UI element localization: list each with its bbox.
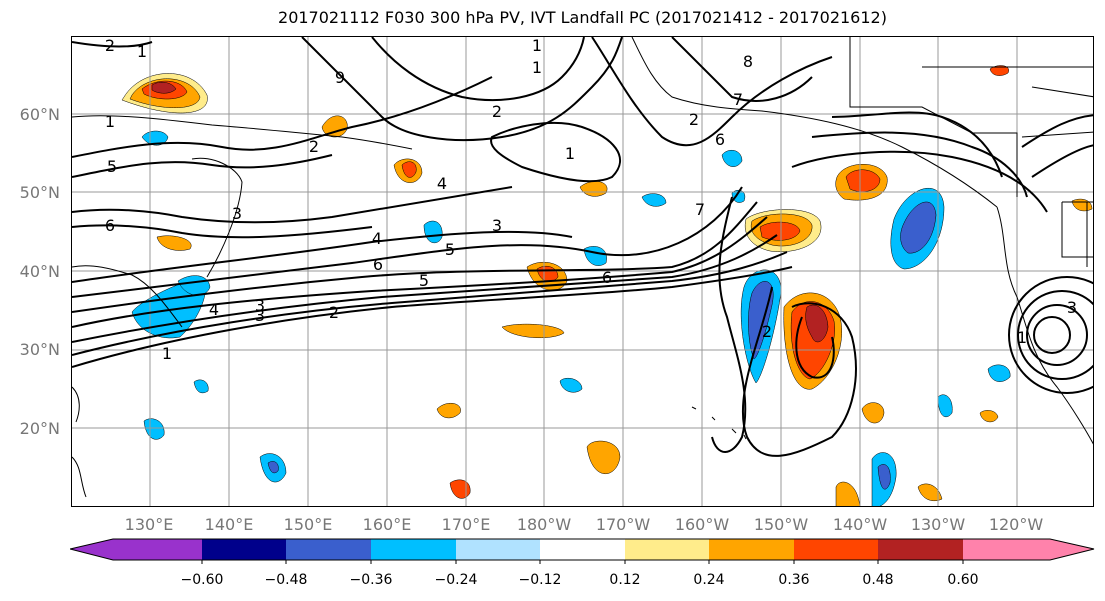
contour-label: 2 xyxy=(105,37,115,55)
lon-label-130e: 130°E xyxy=(124,515,174,534)
contour-label-group: 2 1 9 1 3 2 1 8 7 6 5 4 3 6 5 4 3 2 1 6 … xyxy=(105,37,1077,363)
colorbar-extend-high xyxy=(963,539,1094,560)
colorbar-segment xyxy=(540,539,625,560)
lon-label-170e: 170°E xyxy=(441,515,491,534)
contour-label: 1 xyxy=(105,112,115,131)
coastlines xyxy=(72,37,1093,498)
lon-label-170w: 170°W xyxy=(595,515,651,534)
colorbar-tick-label: 0.12 xyxy=(609,572,641,588)
colorbar-tick-label: 0.48 xyxy=(862,572,894,588)
lon-label-140e: 140°E xyxy=(204,515,254,534)
colorbar-segment xyxy=(878,539,963,560)
lat-label-60n: 60°N xyxy=(19,105,60,124)
contour-label: 1 xyxy=(162,344,172,363)
contour-label: 7 xyxy=(695,200,705,219)
contour-label: 3 xyxy=(255,296,265,315)
contour-label: 2 xyxy=(309,137,319,156)
lon-label-160w: 160°W xyxy=(674,515,730,534)
lat-label-30n: 30°N xyxy=(19,340,60,359)
contour-label: 3 xyxy=(232,204,242,223)
contour-label: 6 xyxy=(715,130,725,149)
lon-label-130w: 130°W xyxy=(910,515,966,534)
contour-label: 6 xyxy=(373,255,383,274)
colorbar-segment xyxy=(371,539,456,560)
contour-label: 4 xyxy=(209,300,219,319)
lon-label-140w: 140°W xyxy=(832,515,888,534)
contour-label: 1 xyxy=(1017,328,1027,347)
pv-contours xyxy=(72,37,1093,457)
contour-label: 1 xyxy=(565,144,575,163)
contour-label: 1 xyxy=(532,58,542,77)
colorbar-tick-label: −0.48 xyxy=(264,572,308,588)
lon-label-150w: 150°W xyxy=(753,515,809,534)
contour-label: 4 xyxy=(372,229,382,248)
lon-label-180w: 180°W xyxy=(516,515,572,534)
colorbar-segment xyxy=(286,539,371,560)
contour-label: 3 xyxy=(255,306,265,325)
colorbar-segment xyxy=(794,539,878,560)
contour-label: 7 xyxy=(733,90,743,109)
lat-label-50n: 50°N xyxy=(19,183,60,202)
colorbar-tick-label: 0.36 xyxy=(778,572,810,588)
contour-label: 4 xyxy=(437,174,447,193)
colorbar-segment xyxy=(709,539,794,560)
colorbar-outline xyxy=(70,538,1095,561)
colorbar-tick-label: −0.36 xyxy=(349,572,393,588)
graticule xyxy=(72,37,1093,506)
contour-label: 2 xyxy=(689,110,699,129)
contour-label: 9 xyxy=(335,68,345,87)
colorbar-tick-label: 0.60 xyxy=(947,572,979,588)
colorbar-segment xyxy=(456,539,540,560)
contour-label: 2 xyxy=(329,303,339,322)
contour-label: 5 xyxy=(107,157,117,176)
colorbar xyxy=(70,538,1095,564)
lon-label-120w: 120°W xyxy=(988,515,1044,534)
contour-label: 1 xyxy=(532,37,542,55)
contour-label: 3 xyxy=(1067,298,1077,317)
lon-label-150e: 150°E xyxy=(283,515,333,534)
contour-label: 5 xyxy=(419,271,429,290)
contour-label: 2 xyxy=(762,322,772,341)
contour-label: 5 xyxy=(445,240,455,259)
contour-label: 8 xyxy=(743,52,753,71)
contour-label: 1 xyxy=(137,42,147,61)
colorbar-segment xyxy=(625,539,709,560)
colorbar-tick-label: −0.24 xyxy=(434,572,478,588)
contour-label: 3 xyxy=(492,216,502,235)
colorbar-tick-label: 0.24 xyxy=(693,572,725,588)
colorbar-tick-label: −0.12 xyxy=(518,572,562,588)
contour-label: 6 xyxy=(602,268,612,287)
colorbar-extend-low xyxy=(70,539,202,560)
lat-label-40n: 40°N xyxy=(19,262,60,281)
map-panel: 2 1 9 1 3 2 1 8 7 6 5 4 3 6 5 4 3 2 1 6 … xyxy=(71,36,1094,507)
contour-label: 2 xyxy=(492,102,502,121)
contour-label: 6 xyxy=(105,216,115,235)
colorbar-tick-label: −0.60 xyxy=(180,572,224,588)
lon-label-160e: 160°E xyxy=(362,515,412,534)
colorbar-segment xyxy=(202,539,286,560)
colorbar-ticks xyxy=(201,560,964,564)
map-title: 2017021112 F030 300 hPa PV, IVT Landfall… xyxy=(278,8,887,27)
lat-label-20n: 20°N xyxy=(19,419,60,438)
